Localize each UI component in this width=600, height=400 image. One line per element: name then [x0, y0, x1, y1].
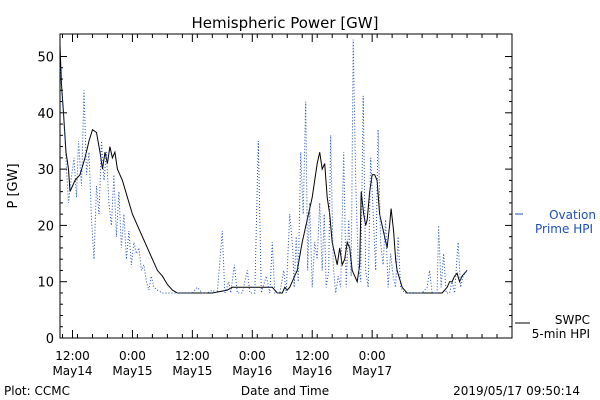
plot-timestamp: 2019/05/17 09:50:14	[453, 384, 580, 398]
y-tick-label: 30	[37, 163, 54, 178]
x-tick-label-time: 12:00	[295, 349, 330, 363]
legend-swpc-label-line1: SWPC	[555, 313, 590, 327]
y-tick-label: 40	[37, 107, 54, 122]
legend-swpc-label-line2: 5-min HPI	[532, 327, 590, 341]
y-axis-ticks: 0 10 20 30 40 50	[37, 51, 512, 347]
plot-frame	[59, 33, 513, 339]
x-tick-label-date: May15	[112, 364, 152, 378]
legend-ovation-label-line1: Ovation	[549, 208, 596, 222]
x-tick-label-date: May14	[52, 364, 92, 378]
legend-ovation-label-line2: Prime HPI	[535, 222, 593, 236]
x-tick-label-date: May15	[172, 364, 212, 378]
x-tick-label-time: 0:00	[239, 349, 266, 363]
x-tick-label-time: 12:00	[55, 349, 90, 363]
plot-credit: Plot: CCMC	[4, 384, 70, 398]
y-axis-label: P [GW]	[6, 163, 21, 208]
y-tick-label: 20	[37, 219, 54, 234]
x-axis-label: Date and Time	[241, 384, 329, 398]
y-tick-label: 10	[37, 276, 54, 291]
x-tick-label-time: 0:00	[359, 349, 386, 363]
y-tick-label: 0	[46, 332, 54, 347]
series-layer	[59, 39, 468, 294]
x-tick-label-time: 12:00	[175, 349, 210, 363]
x-tick-label-date: May17	[352, 364, 392, 378]
chart-title: Hemispheric Power [GW]	[192, 14, 379, 32]
y-tick-label: 50	[37, 51, 54, 66]
series-ovation-line	[59, 39, 468, 294]
x-tick-label-date: May16	[232, 364, 272, 378]
x-tick-label-date: May16	[292, 364, 332, 378]
x-tick-label-time: 0:00	[119, 349, 146, 363]
x-axis-ticks: 12:00May140:00May1512:00May150:00May1612…	[52, 34, 498, 378]
series-swpc-line	[59, 45, 468, 294]
